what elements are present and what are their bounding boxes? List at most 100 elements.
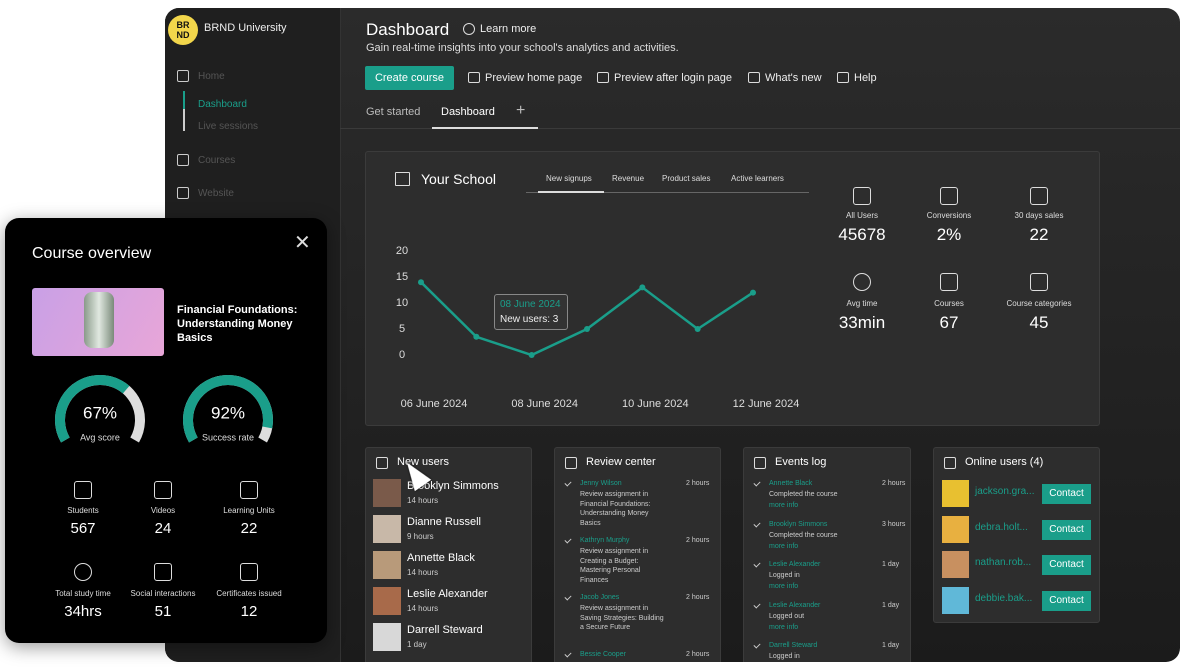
online-name[interactable]: debbie.bak... [975, 593, 1033, 605]
nav-item[interactable]: Courses [198, 155, 236, 166]
online-name[interactable]: debra.holt... [975, 521, 1028, 533]
event-icon [753, 519, 761, 528]
review-center-card: Review center Jenny Wilson Review assignme… [554, 447, 721, 662]
event-text: Logged out [769, 612, 805, 620]
page-subtitle: Gain real-time insights into your school… [366, 42, 679, 54]
tooltip-text: New users: 3 [500, 314, 559, 325]
event-name: Leslie Alexander [769, 601, 821, 609]
header-link-icon [837, 72, 849, 83]
data-point [750, 289, 756, 296]
header-link[interactable]: Preview home page [485, 72, 583, 84]
contact-button[interactable]: Contact [1042, 591, 1091, 612]
data-point [694, 326, 701, 332]
reviewer-name: Kathryn Murphy [580, 537, 630, 544]
overview-stat-icon [74, 481, 92, 499]
stat-icon [853, 187, 871, 205]
stat-value: 33min [838, 313, 886, 332]
data-line [420, 281, 754, 357]
event-link[interactable]: more info [769, 502, 799, 509]
contact-button[interactable]: Contact [1042, 555, 1091, 576]
course-name: Financial Foundations: Understanding Mon… [177, 304, 298, 344]
online-name[interactable]: jackson.gra... [975, 486, 1035, 497]
money-roll [84, 292, 114, 348]
chart-tab[interactable]: Product sales [662, 174, 711, 183]
card-title: Online users (4) [965, 456, 1044, 468]
header-link[interactable]: Preview after login page [614, 72, 733, 84]
overview-stat-value: 567 [70, 520, 96, 537]
tab-divider [340, 128, 1180, 129]
user-avatar [373, 479, 401, 507]
chart-tab[interactable]: Revenue [612, 174, 645, 183]
brand-name: BRND University [204, 22, 287, 34]
check-mark [564, 650, 572, 658]
overview-stat-icon [154, 481, 172, 499]
stat-label: Course categories [1006, 299, 1072, 308]
stat-icon [940, 273, 958, 291]
y-tick-label: 15 [396, 271, 408, 283]
overview-stat-icon [154, 563, 172, 581]
stat-value: 22 [1029, 225, 1049, 244]
event-link[interactable]: more info [769, 542, 799, 550]
tab[interactable]: Get started [366, 106, 421, 118]
event-link[interactable]: more info [769, 623, 799, 631]
chart-tooltip: 08 June 2024 New users: 3 [494, 294, 568, 330]
school-panel: Your School New signups Revenue Product sal… [365, 151, 1100, 426]
nav-item[interactable]: Dashboard [198, 99, 247, 110]
overview-stat-label: Social interactions [130, 589, 196, 598]
overview-stat-icon [240, 563, 258, 581]
nav-item[interactable]: Home [198, 71, 225, 82]
event-name: Darrell Steward [769, 642, 818, 649]
review-time: 2 hours [686, 651, 710, 658]
card-title: Review center [586, 456, 656, 468]
stat-label: Avg time [846, 299, 878, 308]
contact-button[interactable]: Contact [1042, 484, 1091, 504]
nav-icon [177, 154, 189, 166]
event-name: Leslie Alexander [769, 561, 821, 568]
overview-stat-label: Students [67, 506, 99, 515]
overview-stat-icon [240, 481, 258, 499]
chart-tab[interactable]: Active learners [731, 174, 784, 183]
stat-label: All Users [845, 211, 878, 220]
nav-icon [177, 187, 189, 199]
online-avatar [942, 515, 969, 543]
review-time: 2 hours [686, 537, 710, 544]
event-time: 3 hours [882, 520, 906, 528]
course-image [32, 288, 164, 356]
create-course-button[interactable]: Create course [365, 66, 454, 90]
user-time: 9 hours [407, 532, 434, 541]
logo: BR ND [168, 15, 198, 45]
learn-more[interactable]: Learn more [480, 23, 537, 35]
check-mark [564, 536, 572, 544]
event-text: Completed the course [769, 531, 838, 539]
header-link[interactable]: Help [854, 72, 877, 84]
user-time: 14 hours [407, 604, 439, 613]
tab[interactable]: Dashboard [441, 106, 495, 118]
stat-value: 67 [939, 313, 959, 332]
review-text: Review assignment in Saving Strategies: … [580, 605, 664, 631]
contact-button[interactable]: Contact [1042, 519, 1091, 540]
gauge-fill [183, 375, 273, 443]
reviewer-name: Jacob Jones [580, 594, 620, 601]
nav-item[interactable]: Website [198, 188, 234, 199]
stat-label: 30 days sales [1014, 211, 1064, 220]
overview-stat-icon [74, 563, 92, 581]
user-name: Darrell Steward [407, 624, 483, 636]
line-chart: 0 5 10 15 20 06 June 2024 08 June 2024 10 June … [396, 245, 799, 410]
user-avatar [373, 551, 401, 579]
event-link[interactable]: more info [769, 583, 799, 590]
close-button[interactable]: ✕ [294, 232, 311, 254]
tooltip-title: 08 June 2024 [500, 299, 561, 310]
x-tick-label: 10 June 2024 [622, 398, 689, 410]
logo-text: ND [176, 30, 190, 40]
stat-icon [853, 273, 871, 291]
nav-item[interactable]: Live sessions [198, 121, 259, 132]
event-time: 1 day [882, 642, 900, 649]
header-link-icon [597, 72, 609, 83]
user-avatar [373, 623, 401, 651]
header-link[interactable]: What's new [765, 72, 822, 84]
event-text: Completed the course [769, 491, 838, 498]
online-name[interactable]: nathan.rob... [975, 557, 1032, 569]
header-link-icon [468, 72, 480, 83]
chart-tab[interactable]: New signups [546, 174, 592, 183]
tab[interactable]: + [516, 102, 526, 119]
